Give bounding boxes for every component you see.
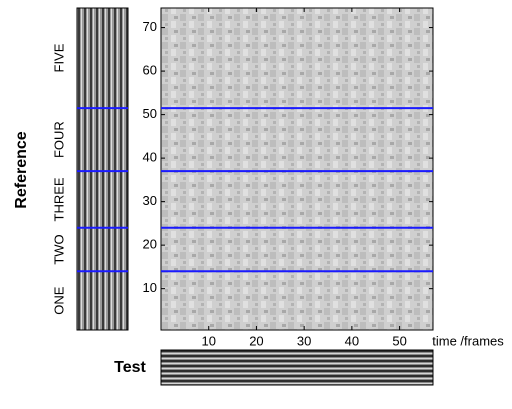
- x-tick-label: 10: [201, 333, 215, 348]
- x-tick-label: 40: [345, 333, 359, 348]
- word-label: THREE: [51, 177, 66, 221]
- word-label: TWO: [51, 234, 66, 264]
- distance-matrix: [160, 7, 434, 331]
- x-axis-label: time /frames: [432, 333, 504, 348]
- y-tick-label: 20: [143, 237, 157, 252]
- test-image: [160, 349, 434, 386]
- y-tick-label: 50: [143, 106, 157, 121]
- word-label: ONE: [51, 286, 66, 315]
- y-tick-label: 30: [143, 193, 157, 208]
- y-tick-label: 60: [143, 63, 157, 78]
- y-tick-label: 40: [143, 150, 157, 165]
- reference-image: [76, 7, 129, 331]
- test-label: Test: [114, 359, 146, 376]
- y-tick-label: 10: [143, 280, 157, 295]
- x-tick-label: 50: [392, 333, 406, 348]
- y-axis-label: Reference: [13, 131, 30, 208]
- x-tick-label: 20: [249, 333, 263, 348]
- x-tick-label: 30: [297, 333, 311, 348]
- y-tick-label: 70: [143, 19, 157, 34]
- word-label: FIVE: [51, 43, 66, 72]
- word-label: FOUR: [51, 121, 66, 158]
